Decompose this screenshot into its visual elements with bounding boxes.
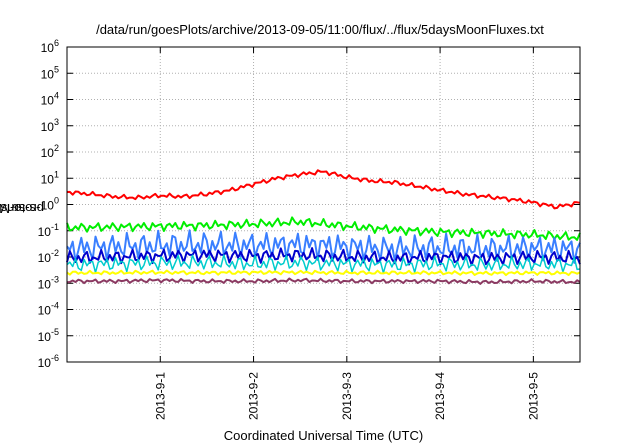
y-tick-label: 10-3: [38, 274, 59, 291]
chart-title: /data/run/goesPlots/archive/2013-09-05/1…: [96, 22, 544, 37]
series-line: [66, 229, 581, 264]
y-tick-label: 10-1: [38, 222, 59, 239]
y-tick-label: 10-2: [38, 248, 59, 265]
y-tick-label: 106: [41, 38, 59, 55]
x-tick-label: 2013-9-1: [153, 372, 167, 420]
y-tick-label: 104: [41, 91, 59, 108]
series-line: [66, 169, 581, 210]
x-tick-label: 2013-9-4: [433, 372, 447, 420]
y-tick-label: 102: [41, 143, 59, 160]
series-line: [66, 247, 581, 267]
series-line: [66, 269, 581, 277]
y-tick-label: 101: [41, 169, 59, 186]
y-tick-label: 100: [41, 196, 59, 213]
y-tick-label: 103: [41, 117, 59, 134]
y-tick-label: 10-5: [38, 327, 59, 344]
series-line: [66, 254, 581, 274]
series-line: [66, 216, 581, 241]
y-tick-label: 105: [41, 64, 59, 81]
series-line: [66, 277, 581, 285]
y-tick-label: 10-4: [38, 301, 59, 318]
y-tick-label: 10-6: [38, 353, 59, 370]
plot-frame: [66, 46, 581, 363]
x-tick-label: 2013-9-2: [247, 372, 261, 420]
x-axis-label: Coordinated Universal Time (UTC): [223, 428, 424, 443]
x-tick-label: 2013-9-5: [526, 372, 540, 420]
x-tick-label: 2013-9-3: [340, 372, 354, 420]
